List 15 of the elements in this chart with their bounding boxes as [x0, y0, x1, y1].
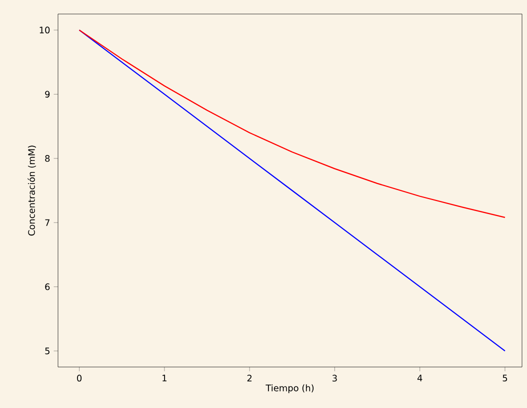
x-tick-label: 1: [162, 374, 166, 382]
x-tick-label: 3: [332, 374, 337, 382]
x-tick-label: 5: [502, 374, 508, 382]
y-tick-label: 9: [45, 90, 50, 98]
x-tick-label: 2: [247, 374, 252, 382]
y-tick-label: 10: [40, 26, 50, 34]
x-axis-title: Tiempo (h): [266, 384, 314, 394]
line-series: [78, 29, 506, 218]
x-tick-label: 0: [77, 374, 82, 382]
y-tick-label: 6: [45, 283, 50, 290]
y-axis-title: Concentración (mM): [28, 146, 36, 236]
y-tick-label: 8: [45, 155, 50, 162]
y-tick-label: 7: [45, 219, 50, 226]
y-tick-label: 5: [45, 348, 50, 354]
x-tick-label: 4: [417, 374, 422, 382]
